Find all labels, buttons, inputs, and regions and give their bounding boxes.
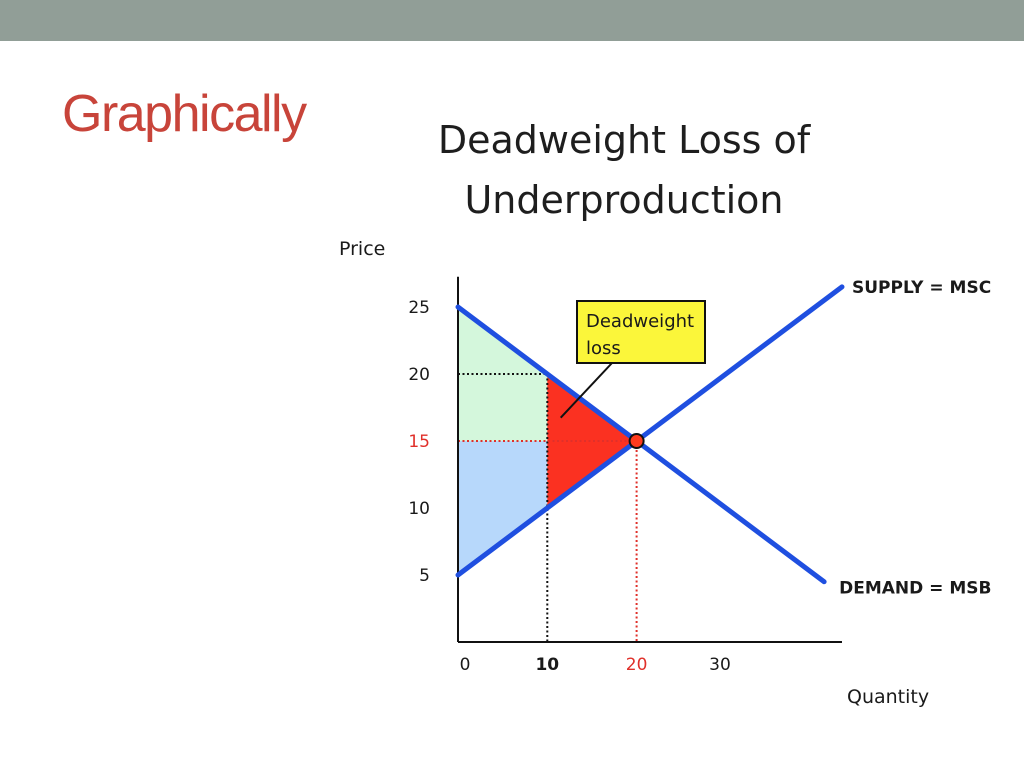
chart-title: Deadweight Loss of Underproduction <box>404 110 844 230</box>
annotation-pointer <box>559 362 613 419</box>
y-tick-label: 10 <box>408 499 430 519</box>
y-axis-label: Price <box>339 238 385 260</box>
demand-label: DEMAND = MSB <box>839 579 991 599</box>
callout-text: Deadweight <box>586 311 694 332</box>
supply-line <box>455 284 845 578</box>
x-axis-label: Quantity <box>847 686 929 708</box>
chart-title-line-1: Deadweight Loss of <box>437 118 811 162</box>
deadweight-loss-region <box>547 374 637 508</box>
y-tick-label: 25 <box>408 298 430 318</box>
y-tick-label: 5 <box>419 566 430 586</box>
consumer-surplus-region <box>458 374 548 441</box>
x-tick-label: 20 <box>626 655 648 675</box>
top-bar <box>0 0 1024 41</box>
slide-title: Graphically <box>62 85 307 143</box>
x-tick-label: 30 <box>709 655 731 675</box>
producer-surplus-region <box>458 441 548 575</box>
callout-text: loss <box>586 338 621 359</box>
x-tick-label: 10 <box>535 655 559 675</box>
supply-label: SUPPLY = MSC <box>852 278 991 298</box>
y-tick-label: 15 <box>408 432 430 452</box>
y-tick-label: 20 <box>408 365 430 385</box>
equilibrium-point <box>628 433 645 449</box>
deadweight-loss-callout <box>576 300 706 364</box>
x-tick-label: 0 <box>460 655 471 675</box>
chart-title-line-2: Underproduction <box>464 178 784 222</box>
